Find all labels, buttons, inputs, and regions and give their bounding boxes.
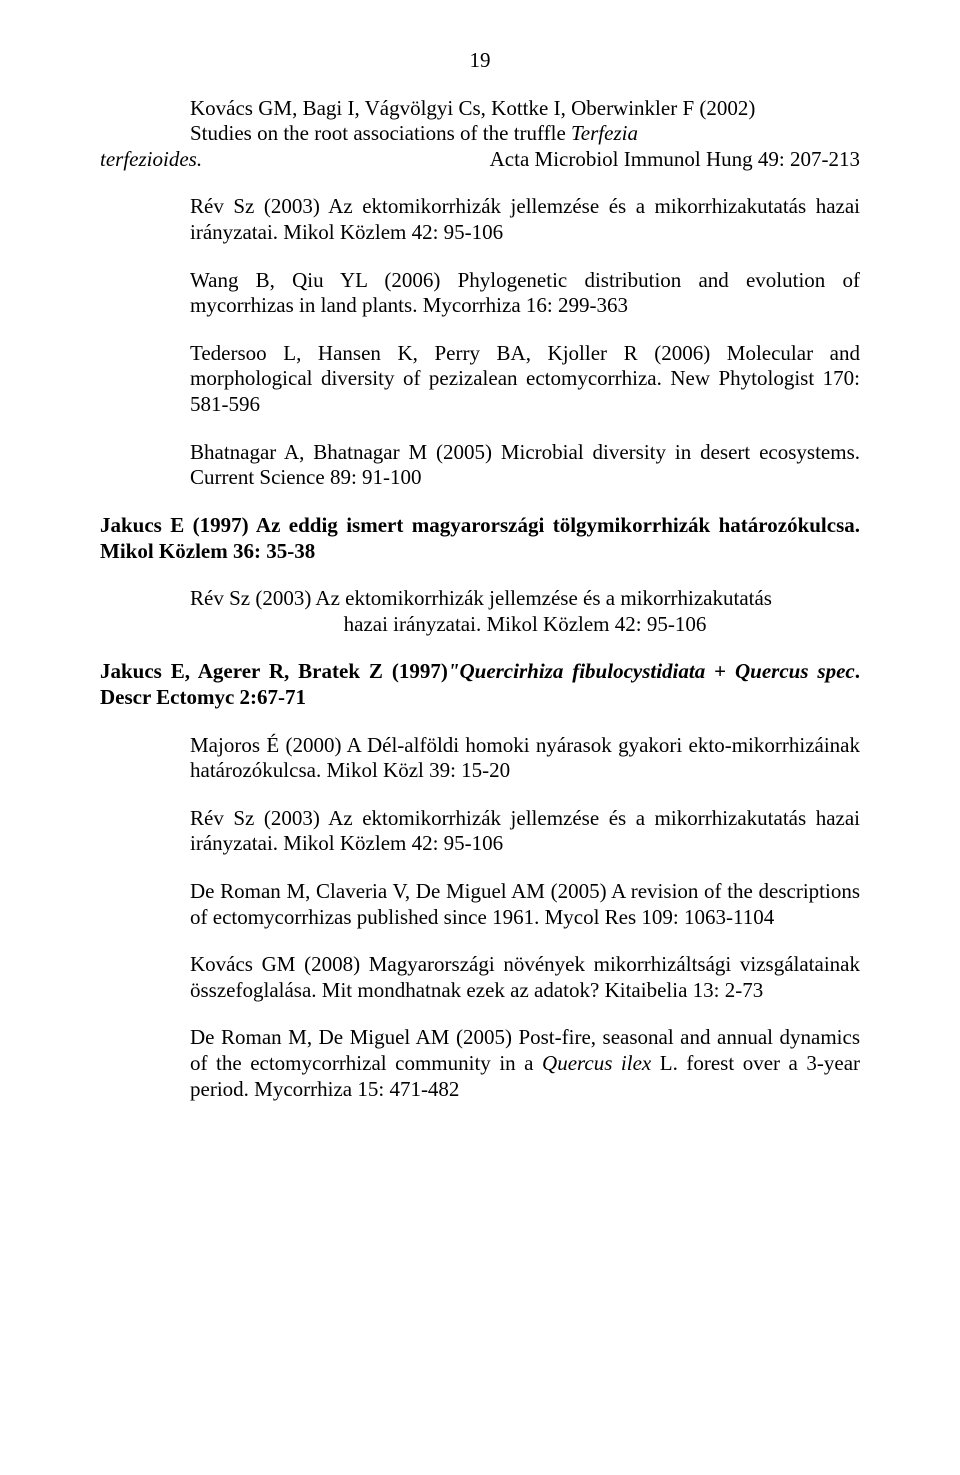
page-number: 19 (100, 48, 860, 74)
entry3-part2: + (705, 659, 735, 683)
entry3-italic2: Quercus spec (735, 659, 855, 683)
citation-5-line1: Rév Sz (2003) Az ektomikorrhizák jellemz… (190, 586, 860, 612)
citation-1: Rév Sz (2003) Az ektomikorrhizák jellemz… (190, 194, 860, 245)
citation-3: Tedersoo L, Hansen K, Perry BA, Kjoller … (190, 341, 860, 418)
document-page: 19 Kovács GM, Bagi I, Vágvölgyi Cs, Kott… (0, 0, 960, 1475)
citation-4: Bhatnagar A, Bhatnagar M (2005) Microbia… (190, 440, 860, 491)
entry1-line3-left: terfezioides. (100, 147, 202, 173)
citation-5-line2: hazai irányzatai. Mikol Közlem 42: 95-10… (190, 612, 860, 638)
entry1-line1: Kovács GM, Bagi I, Vágvölgyi Cs, Kottke … (190, 96, 860, 122)
entry3-italic1: "Quercirhiza fibulocystidiata (448, 659, 705, 683)
reference-entry-2: Jakucs E (1997) Az eddig ismert magyaror… (100, 513, 860, 564)
entry1-line3-right: Acta Microbiol Immunol Hung 49: 207-213 (490, 147, 860, 173)
entry1-line2a: Studies on the root associations of the … (190, 121, 571, 145)
entry1-line2-italic: Terfezia (571, 121, 638, 145)
entry3-part1: Jakucs E, Agerer R, Bratek Z (1997) (100, 659, 448, 683)
citation-8: De Roman M, Claveria V, De Miguel AM (20… (190, 879, 860, 930)
reference-entry-1: Kovács GM, Bagi I, Vágvölgyi Cs, Kottke … (100, 96, 860, 173)
cite10-italic: Quercus ilex (542, 1051, 651, 1075)
citation-7: Rév Sz (2003) Az ektomikorrhizák jellemz… (190, 806, 860, 857)
citation-6: Majoros É (2000) A Dél-alföldi homoki ny… (190, 733, 860, 784)
citation-9: Kovács GM (2008) Magyarországi növények … (190, 952, 860, 1003)
citation-2: Wang B, Qiu YL (2006) Phylogenetic distr… (190, 268, 860, 319)
reference-entry-3: Jakucs E, Agerer R, Bratek Z (1997)"Quer… (100, 659, 860, 710)
citation-10: De Roman M, De Miguel AM (2005) Post-fir… (190, 1025, 860, 1102)
